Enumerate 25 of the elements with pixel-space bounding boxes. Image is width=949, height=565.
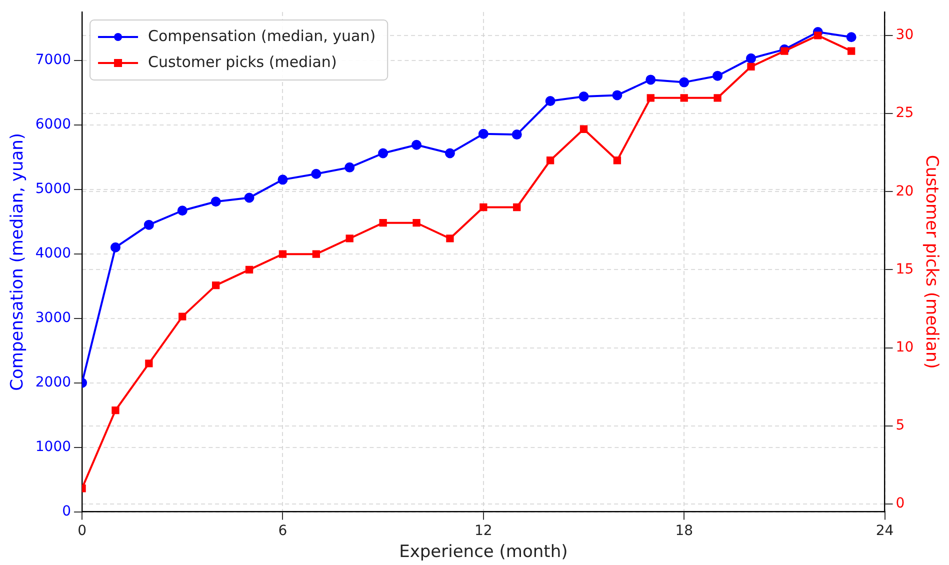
- y2-tick-label: 10: [896, 339, 914, 356]
- y2-axis-title: Customer picks (median): [921, 154, 942, 369]
- y-tick-label: 3000: [35, 310, 72, 326]
- y-axis-title: Compensation (median, yuan): [8, 132, 28, 391]
- y-tick-label: 6000: [35, 116, 72, 132]
- y2-tick-label: 25: [896, 105, 914, 122]
- y2-tick-label: 5: [896, 418, 905, 434]
- y-tick-label: 1000: [35, 438, 72, 455]
- y2-tick-label: 30: [896, 27, 914, 44]
- y-tick-label: 5000: [35, 180, 72, 197]
- x-tick-label: 6: [278, 522, 288, 539]
- legend-label: Customer picks (median): [148, 52, 337, 71]
- y-tick-label: 7000: [35, 52, 72, 68]
- x-axis-title: Experience (month): [399, 542, 568, 562]
- y-tick-label: 4000: [35, 245, 72, 262]
- y2-tick-label: 0: [896, 496, 905, 512]
- x-tick-label: 12: [474, 522, 492, 539]
- x-tick-label: 18: [675, 522, 694, 539]
- y-tick-label: 2000: [35, 374, 72, 390]
- legend-label: Compensation (median, yuan): [148, 26, 376, 45]
- y2-tick-label: 15: [896, 261, 914, 278]
- y-tick-label: 0: [62, 503, 72, 520]
- y2-tick-label: 20: [896, 183, 914, 200]
- x-tick-label: 0: [78, 522, 86, 539]
- x-tick-label: 24: [876, 522, 894, 539]
